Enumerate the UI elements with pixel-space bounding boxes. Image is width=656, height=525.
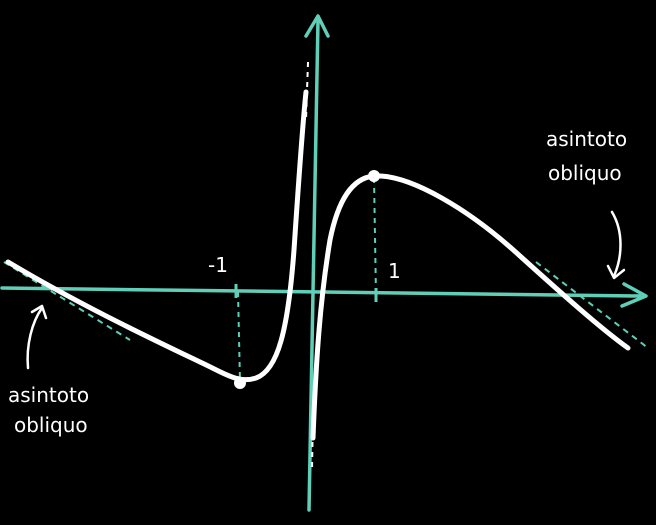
y-axis <box>307 18 320 512</box>
annotation-right-line2: obliquo <box>548 161 622 185</box>
y-axis-arrowhead <box>304 14 330 38</box>
annotation-left-line2: obliquo <box>14 413 88 437</box>
annotation-right-arrow <box>610 210 622 278</box>
x-axis-arrowhead <box>620 282 648 308</box>
annotation-left-arrowhead <box>30 304 48 320</box>
tick-label-minus-one: -1 <box>208 253 228 277</box>
local-min-point <box>234 377 246 389</box>
curve-right-branch <box>310 173 631 441</box>
annotation-right-line1: asintoto <box>546 127 627 151</box>
curve-left-branch <box>5 89 309 383</box>
annotation-right-arrowhead <box>606 264 626 280</box>
annotation-left-line1: asintoto <box>8 383 89 407</box>
local-max-point <box>368 170 380 182</box>
annotation-left-arrow <box>26 306 44 370</box>
guide-line-one <box>373 177 377 297</box>
tick-label-one: 1 <box>388 259 401 283</box>
guide-line-minus-one <box>237 291 241 383</box>
oblique-asymptote-left <box>3 261 131 341</box>
oblique-asymptote-right <box>535 261 649 349</box>
